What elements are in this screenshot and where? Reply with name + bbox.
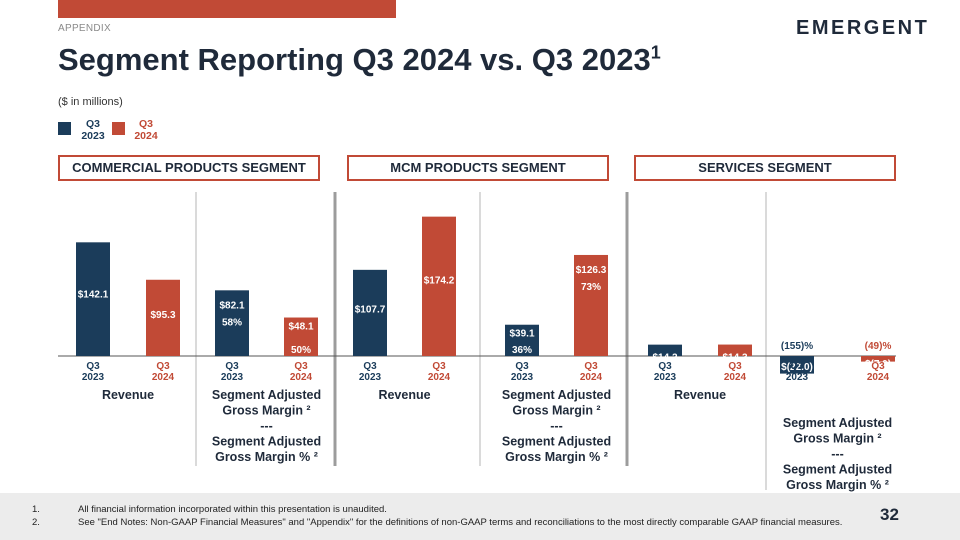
percent-label-g3-s0: 36% (512, 345, 532, 356)
tick-label-g4-s0-yr: 2023 (654, 372, 677, 383)
bar-g1-s1 (284, 317, 318, 356)
legend-label-q3-2024: Q3 2024 (131, 118, 161, 142)
percent-label-g5-s0: (155)% (781, 341, 813, 352)
tick-label-g1-s1-yr: 2024 (290, 372, 313, 383)
bar-g1-s0 (215, 290, 249, 356)
page-number: 32 (880, 505, 899, 524)
segment-title-commercial: COMMERCIAL PRODUCTS SEGMENT (58, 155, 320, 181)
appendix-label: APPENDIX (58, 23, 111, 34)
value-label-g3-s0: $39.1 (509, 329, 534, 340)
value-label-g5-s1: $(7.0) (865, 359, 891, 370)
value-label-g4-s1: $14.3 (722, 353, 747, 364)
value-label-g0-s0: $142.1 (78, 289, 109, 300)
metric-label-g3-l2: --- (550, 419, 563, 433)
metric-label-g3-l1: Gross Margin ² (512, 404, 600, 418)
bar-g5-s1 (861, 356, 895, 362)
footnote-2-number: 2. (32, 517, 40, 528)
footnote-1-number: 1. (32, 504, 40, 515)
metric-label-g5-l1: Gross Margin ² (793, 432, 881, 446)
segment-title-services: SERVICES SEGMENT (634, 155, 896, 181)
value-label-g3-s1: $126.3 (576, 265, 607, 276)
value-label-g1-s0: $82.1 (219, 300, 244, 311)
units-note: ($ in millions) (58, 96, 123, 108)
metric-label-g3-l0: Segment Adjusted (502, 388, 611, 402)
title-footnote-marker: 1 (650, 42, 661, 63)
metric-label-g2-l0: Revenue (378, 388, 430, 402)
value-label-g1-s1: $48.1 (288, 322, 313, 333)
segment-title-mcm: MCM PRODUCTS SEGMENT (347, 155, 609, 181)
metric-label-g1-l1: Gross Margin ² (222, 404, 310, 418)
tick-label-g3-s0-q: Q3 (515, 361, 529, 372)
tick-label-g5-s1-q: Q3 (871, 361, 885, 372)
percent-label-g1-s1: 50% (291, 345, 311, 356)
tick-label-g2-s1-q: Q3 (432, 361, 446, 372)
footer: 1. All financial information incorporate… (0, 493, 960, 540)
metric-label-g3-l4: Gross Margin % ² (505, 450, 608, 464)
emergent-logo: EMERGENT (796, 17, 930, 39)
metric-label-g1-l2: --- (260, 419, 273, 433)
page-title: Segment Reporting Q3 2024 vs. Q3 20231 (58, 42, 661, 78)
segment-bar-chart: $142.1Q32023$95.3Q32024Revenue$82.158%Q3… (58, 192, 896, 492)
bar-g2-s1 (422, 216, 456, 356)
percent-label-g1-s0: 58% (222, 317, 242, 328)
legend-label-q3-2024-line1: Q3 (138, 118, 153, 130)
tick-label-g0-s0-q: Q3 (86, 361, 100, 372)
tick-label-g5-s0-q: Q3 (790, 361, 804, 372)
tick-label-g0-s1-q: Q3 (156, 361, 170, 372)
value-label-g0-s1: $95.3 (150, 310, 175, 321)
tick-label-g3-s1-q: Q3 (584, 361, 598, 372)
legend-label-q3-2023-line2: 2023 (81, 130, 105, 142)
bar-g4-s0 (648, 344, 682, 356)
metric-label-g5-l2: --- (831, 447, 844, 461)
metric-label-g1-l0: Segment Adjusted (212, 388, 321, 402)
value-label-g5-s0: $(22.0) (781, 362, 813, 373)
tick-label-g3-s0-yr: 2023 (511, 372, 534, 383)
legend-label-q3-2024-line2: 2024 (134, 130, 158, 142)
tick-label-g2-s0-q: Q3 (363, 361, 377, 372)
bar-g3-s0 (505, 324, 539, 356)
legend-swatch-q3-2023 (58, 122, 71, 135)
metric-label-g5-l3: Segment Adjusted (783, 463, 892, 477)
metric-label-g0-l0: Revenue (102, 388, 154, 402)
tick-label-g4-s1-q: Q3 (728, 361, 742, 372)
metric-label-g5-l4: Gross Margin % ² (786, 478, 889, 492)
tick-label-g2-s1-yr: 2024 (428, 372, 451, 383)
tick-label-g3-s1-yr: 2024 (580, 372, 603, 383)
bar-g3-s1 (574, 254, 608, 356)
tick-label-g1-s0-yr: 2023 (221, 372, 244, 383)
value-label-g2-s1: $174.2 (424, 275, 455, 286)
percent-label-g5-s1: (49)% (865, 341, 892, 352)
tick-label-g5-s0-yr: 2023 (786, 372, 809, 383)
metric-label-g3-l3: Segment Adjusted (502, 435, 611, 449)
value-label-g4-s0: $14.2 (652, 353, 677, 364)
bar-g0-s1 (146, 279, 180, 356)
tick-label-g5-s1-yr: 2024 (867, 372, 890, 383)
bar-g5-s0 (780, 356, 814, 374)
legend-label-q3-2023-line1: Q3 (85, 118, 100, 130)
bar-g4-s1 (718, 344, 752, 356)
metric-label-g4-l0: Revenue (674, 388, 726, 402)
tick-label-g2-s0-yr: 2023 (359, 372, 382, 383)
percent-label-g3-s1: 73% (581, 282, 601, 293)
metric-label-g1-l3: Segment Adjusted (212, 435, 321, 449)
tick-label-g0-s0-yr: 2023 (82, 372, 105, 383)
footnote-1-text: All financial information incorporated w… (78, 504, 387, 515)
tick-label-g4-s1-yr: 2024 (724, 372, 747, 383)
bar-g2-s0 (353, 269, 387, 356)
legend-swatch-q3-2024 (112, 122, 125, 135)
footnote-2-text: See "End Notes: Non-GAAP Financial Measu… (78, 517, 843, 528)
tick-label-g1-s1-q: Q3 (294, 361, 308, 372)
tick-label-g0-s1-yr: 2024 (152, 372, 175, 383)
top-accent-bar (58, 0, 396, 18)
legend-label-q3-2023: Q3 2023 (78, 118, 108, 142)
metric-label-g5-l0: Segment Adjusted (783, 416, 892, 430)
tick-label-g1-s0-q: Q3 (225, 361, 239, 372)
tick-label-g4-s0-q: Q3 (658, 361, 672, 372)
metric-label-g1-l4: Gross Margin % ² (215, 450, 318, 464)
page-title-text: Segment Reporting Q3 2024 vs. Q3 2023 (58, 42, 651, 77)
bar-g0-s0 (76, 242, 110, 356)
value-label-g2-s0: $107.7 (355, 305, 386, 316)
